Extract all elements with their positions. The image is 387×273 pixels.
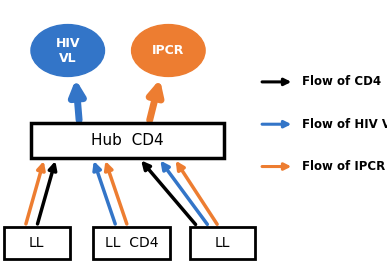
Circle shape — [132, 25, 205, 76]
FancyBboxPatch shape — [4, 227, 70, 259]
FancyBboxPatch shape — [31, 123, 224, 158]
Text: Hub  CD4: Hub CD4 — [91, 133, 164, 148]
FancyBboxPatch shape — [93, 227, 170, 259]
Text: IPCR: IPCR — [152, 44, 185, 57]
Text: HIV
VL: HIV VL — [55, 37, 80, 64]
Text: Flow of IPCR: Flow of IPCR — [302, 160, 385, 173]
Text: Flow of CD4: Flow of CD4 — [302, 75, 381, 88]
Text: LL: LL — [29, 236, 45, 250]
Circle shape — [31, 25, 104, 76]
Text: LL: LL — [215, 236, 230, 250]
FancyBboxPatch shape — [190, 227, 255, 259]
Text: LL  CD4: LL CD4 — [105, 236, 158, 250]
Text: Flow of HIV VL: Flow of HIV VL — [302, 118, 387, 131]
